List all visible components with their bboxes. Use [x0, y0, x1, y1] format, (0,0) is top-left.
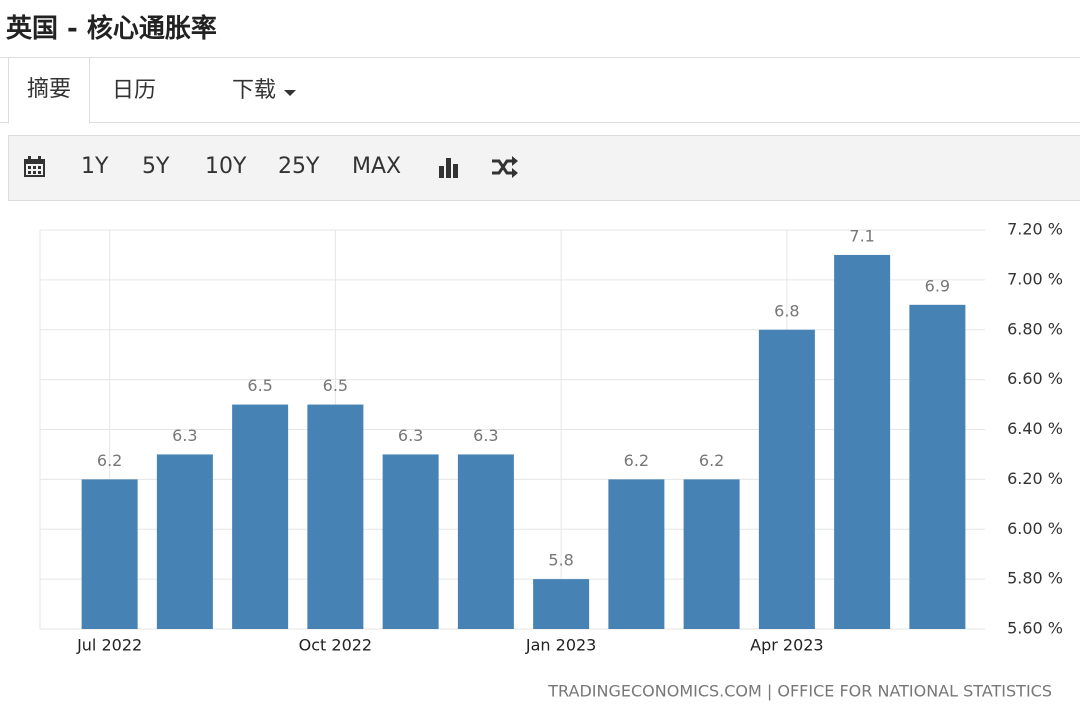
page-title: 英国 - 核心通胀率: [6, 14, 217, 44]
data-label: 6.9: [925, 276, 950, 295]
data-label: 6.8: [774, 301, 799, 320]
bar: [457, 454, 514, 629]
y-tick-label: 5.60 %: [1007, 619, 1063, 638]
tab[interactable]: 摘要: [8, 57, 90, 124]
y-tick-label: 7.20 %: [1007, 220, 1063, 239]
data-label: 6.5: [247, 376, 272, 395]
bar: [909, 304, 966, 629]
range-button[interactable]: 10Y: [205, 154, 247, 179]
shuffle-icon[interactable]: [491, 156, 519, 178]
data-label: 6.3: [172, 426, 197, 445]
x-tick-label: Apr 2023: [750, 636, 823, 655]
bar: [533, 579, 590, 629]
tab-label: 下载: [232, 78, 277, 103]
bar: [156, 454, 213, 629]
data-label: 6.3: [473, 426, 498, 445]
source: TRADINGECONOMICS.COM | OFFICE FOR NATION…: [547, 682, 1052, 701]
data-label: 6.2: [699, 451, 724, 470]
data-label: 6.3: [398, 426, 423, 445]
chart: 5.60 % 5.80 % 6.00 % 6.20 % 6.40 % 6.60 % 6.80…: [39, 220, 1063, 701]
range-button[interactable]: 1Y: [81, 154, 109, 179]
calendar-icon[interactable]: [23, 156, 47, 178]
bar: [232, 404, 289, 629]
y-tick-label: 5.80 %: [1007, 569, 1063, 588]
x-tick-label: Jan 2023: [525, 636, 596, 655]
caret: [284, 90, 297, 96]
bar: [834, 254, 891, 629]
y-tick-label: 6.80 %: [1007, 319, 1063, 338]
y-tick-label: 6.60 %: [1007, 369, 1063, 388]
bar: [382, 454, 439, 629]
data-label: 6.2: [97, 451, 122, 470]
toolbar: 1Y 5Y 10Y 25Y MAX: [8, 135, 1080, 201]
y-tick-label: 6.40 %: [1007, 419, 1063, 438]
range-button[interactable]: MAX: [352, 154, 402, 179]
tab-bar: 摘要 日历 下载: [0, 57, 1080, 124]
y-tick-label: 7.00 %: [1007, 269, 1063, 288]
bar: [683, 479, 740, 629]
y-tick-label: 6.20 %: [1007, 469, 1063, 488]
bar: [307, 404, 364, 629]
range-button[interactable]: 25Y: [278, 154, 320, 179]
tab[interactable]: 下载: [232, 72, 297, 104]
y-tick-label: 6.00 %: [1007, 519, 1063, 538]
data-label: 7.1: [849, 226, 874, 245]
bar-chart-icon[interactable]: [437, 156, 461, 178]
tab[interactable]: 日历: [112, 78, 157, 103]
range-button[interactable]: 5Y: [142, 154, 170, 179]
data-label: 5.8: [548, 551, 573, 570]
data-label: 6.2: [624, 451, 649, 470]
x-tick-label: Jul 2022: [76, 636, 142, 655]
x-tick-label: Oct 2022: [299, 636, 372, 655]
data-label: 6.5: [323, 376, 348, 395]
bar: [608, 479, 665, 629]
bar: [758, 329, 815, 629]
bar: [81, 479, 138, 629]
